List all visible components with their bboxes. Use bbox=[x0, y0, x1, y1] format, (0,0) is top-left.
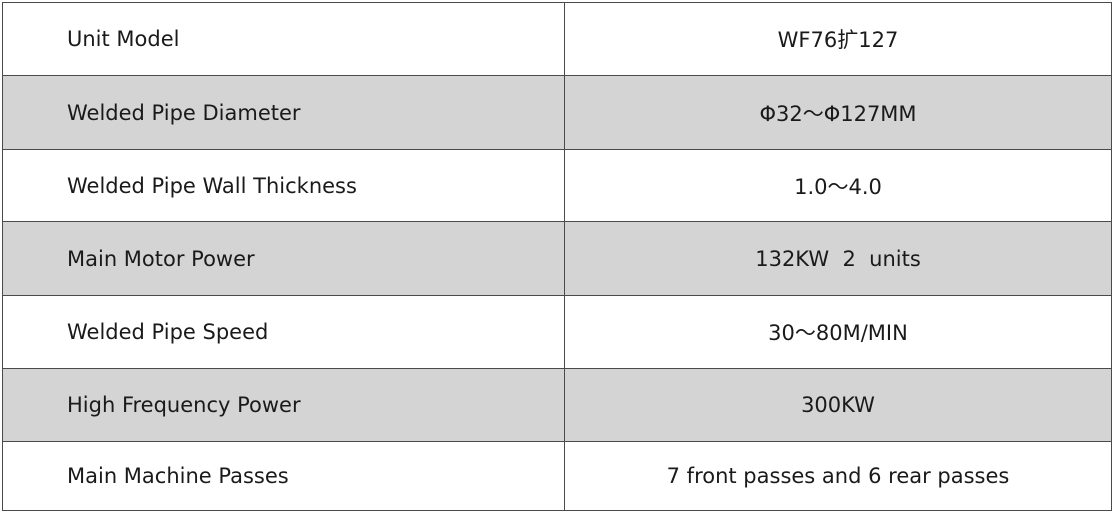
table-row: Unit Model WF76扩127 bbox=[2, 2, 1112, 76]
table-row: Main Motor Power 132KW 2 units bbox=[2, 221, 1112, 296]
row-value: 300KW bbox=[564, 368, 1112, 442]
table-row: Welded Pipe Speed 30～80M/MIN bbox=[2, 295, 1112, 369]
row-label: Welded Pipe Wall Thickness bbox=[2, 149, 565, 222]
row-value: 30～80M/MIN bbox=[564, 295, 1112, 369]
row-value: 1.0～4.0 bbox=[564, 149, 1112, 222]
row-label: Welded Pipe Speed bbox=[2, 295, 565, 369]
table-row: Welded Pipe Wall Thickness 1.0～4.0 bbox=[2, 149, 1112, 222]
row-label: Main Motor Power bbox=[2, 221, 565, 296]
row-value: Φ32～Φ127MM bbox=[564, 75, 1112, 150]
row-label: Main Machine Passes bbox=[2, 441, 565, 511]
row-label: Welded Pipe Diameter bbox=[2, 75, 565, 150]
row-value: 7 front passes and 6 rear passes bbox=[564, 441, 1112, 511]
table-row: Main Machine Passes 7 front passes and 6… bbox=[2, 441, 1112, 511]
row-value: 132KW 2 units bbox=[564, 221, 1112, 296]
table-row: High Frequency Power 300KW bbox=[2, 368, 1112, 442]
row-label: Unit Model bbox=[2, 2, 565, 76]
row-label: High Frequency Power bbox=[2, 368, 565, 442]
row-value: WF76扩127 bbox=[564, 2, 1112, 76]
table-row: Welded Pipe Diameter Φ32～Φ127MM bbox=[2, 75, 1112, 150]
